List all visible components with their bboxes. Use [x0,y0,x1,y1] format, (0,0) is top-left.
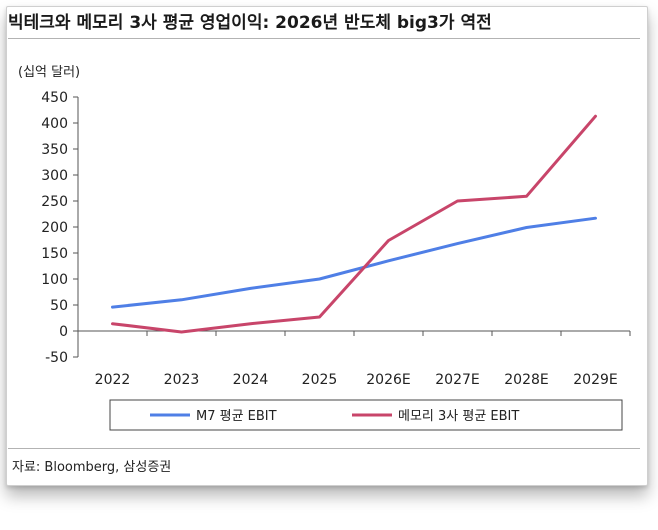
source-divider [8,448,640,449]
y-axis: -50 0 50 100 150 200 250 300 350 400 450 [41,90,79,366]
legend: M7 평균 EBIT 메모리 3사 평균 EBIT [109,399,623,431]
y-tick-label: 300 [41,168,68,184]
y-tick-label: 0 [59,324,68,340]
legend-item-memory: 메모리 3사 평균 EBIT [398,409,519,424]
x-tick-label: 2025 [302,372,338,388]
y-tick-label: 200 [41,220,68,236]
y-tick-label: 450 [41,90,68,106]
y-axis-unit-label: (십억 달러) [18,65,80,80]
series-line-memory [111,114,597,334]
y-tick-label: 250 [41,194,68,210]
y-tick-label: 350 [41,142,68,158]
series-line-m7 [111,216,597,309]
chart-title: 빅테크와 메모리 3사 평균 영업이익: 2026년 반도체 big3가 역전 [8,13,492,33]
x-tick-label: 2024 [233,372,269,388]
y-tick-label: 50 [50,298,68,314]
y-tick-label: 400 [41,116,68,132]
x-tick-label: 2028E [504,372,548,388]
series-lines [111,114,597,334]
y-tick-label: -50 [45,350,68,366]
source-note: 자료: Bloomberg, 삼성증권 [12,460,172,475]
legend-item-m7: M7 평균 EBIT [196,409,277,424]
x-tick-label: 2023 [164,372,200,388]
x-tick-label: 2027E [435,372,479,388]
x-axis: 2022 2023 2024 2025 2026E 2027E 2028E 2029E [77,330,631,388]
title-divider [8,38,640,39]
y-tick-label: 100 [41,272,68,288]
x-tick-label: 2029E [573,372,617,388]
y-tick-label: 150 [41,246,68,262]
x-tick-label: 2026E [366,372,410,388]
x-tick-label: 2022 [95,372,131,388]
